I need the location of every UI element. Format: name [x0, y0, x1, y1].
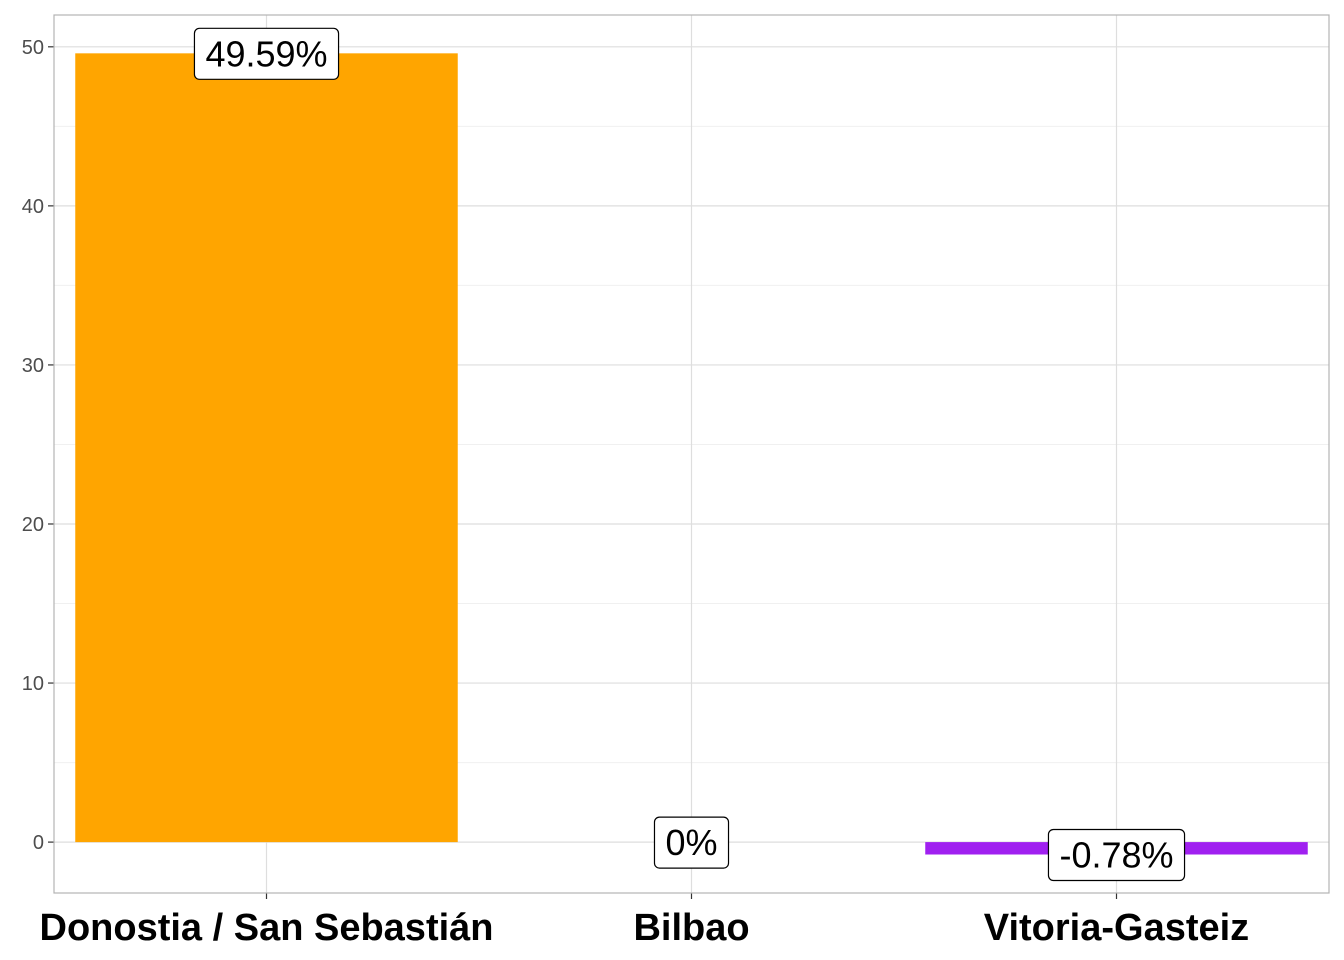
- bar-0: [75, 53, 458, 843]
- y-tick-label: 50: [22, 37, 44, 59]
- y-axis: 0 10 20 30 40 50: [22, 37, 54, 854]
- y-tick-label: 0: [33, 832, 44, 854]
- data-label-2: -0.78%: [1047, 828, 1186, 882]
- data-label-text: -0.78%: [1059, 835, 1173, 876]
- data-label-text: 0%: [665, 822, 717, 863]
- data-label-box: [1047, 828, 1186, 882]
- data-label-0: 49.59%: [193, 27, 340, 80]
- x-tick-label: Bilbao: [633, 907, 749, 949]
- panel-border: [53, 14, 1330, 894]
- bars: [75, 53, 1308, 855]
- y-tick-label: 40: [22, 196, 44, 218]
- x-tick-label: Vitoria-Gasteiz: [984, 907, 1249, 949]
- data-label-box: [653, 816, 730, 869]
- data-label-1: 0%: [653, 816, 730, 869]
- x-tick-label: Donostia / San Sebastián: [40, 907, 494, 949]
- y-tick-label: 10: [22, 673, 44, 695]
- y-tick-label: 30: [22, 355, 44, 377]
- data-label-box: [193, 27, 340, 80]
- x-axis: Donostia / San Sebastián Bilbao Vitoria-Ga…: [40, 893, 1249, 949]
- data-label-text: 49.59%: [205, 33, 327, 74]
- y-tick-label: 20: [22, 514, 44, 536]
- data-labels: 49.59% 0% -0.78%: [193, 27, 1186, 882]
